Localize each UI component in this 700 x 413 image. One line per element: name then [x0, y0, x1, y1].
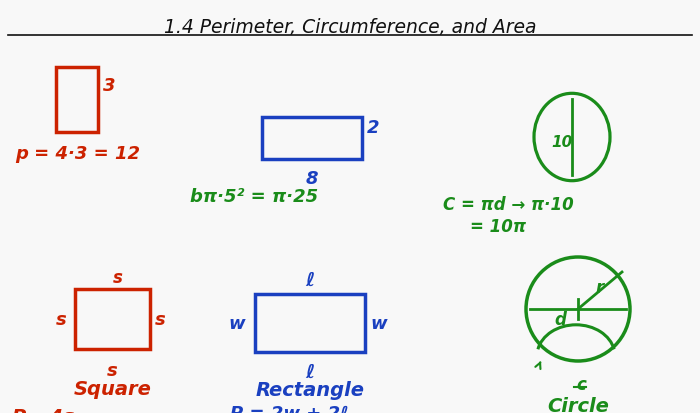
Text: = 10π: = 10π	[470, 218, 526, 235]
Bar	[75, 289, 150, 349]
Text: r: r	[596, 278, 604, 296]
Text: d: d	[554, 310, 566, 328]
Text: c: c	[576, 375, 586, 393]
Text: ℓ: ℓ	[305, 271, 314, 289]
Text: P= 4s: P= 4s	[12, 407, 75, 413]
Text: bπ·5² = π·25: bπ·5² = π·25	[190, 188, 318, 206]
Bar	[255, 294, 365, 352]
Text: P = 2w + 2ℓ: P = 2w + 2ℓ	[230, 404, 349, 413]
Text: w: w	[228, 314, 245, 332]
Text: s: s	[56, 310, 67, 328]
Text: 10: 10	[552, 135, 573, 150]
Text: p = 4·3 = 12: p = 4·3 = 12	[15, 145, 140, 163]
Text: s: s	[155, 310, 166, 328]
Text: Rectangle: Rectangle	[256, 380, 365, 399]
Text: s: s	[107, 361, 118, 379]
Text: 1.4 Perimeter, Circumference, and Area: 1.4 Perimeter, Circumference, and Area	[164, 18, 536, 37]
Text: 3: 3	[103, 77, 116, 95]
Text: C = πd → π·10: C = πd → π·10	[443, 195, 574, 214]
Bar	[262, 118, 362, 159]
Text: 8: 8	[306, 170, 318, 188]
Text: ℓ: ℓ	[305, 362, 314, 381]
Text: Square: Square	[74, 379, 151, 398]
Bar	[56, 68, 98, 133]
Text: Circle: Circle	[547, 396, 609, 413]
Text: 2: 2	[367, 119, 379, 137]
Text: w: w	[370, 314, 386, 332]
Text: s: s	[113, 268, 122, 286]
